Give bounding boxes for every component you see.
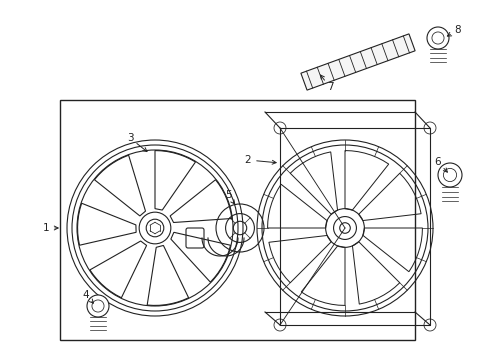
Text: 3: 3	[126, 133, 133, 143]
Text: 8: 8	[454, 25, 460, 35]
Text: 5: 5	[224, 190, 231, 200]
Bar	[60, 100, 414, 340]
Circle shape	[273, 319, 285, 331]
Circle shape	[87, 295, 109, 317]
Text: 6: 6	[434, 157, 440, 167]
Circle shape	[426, 27, 448, 49]
Circle shape	[423, 319, 435, 331]
Text: 7: 7	[326, 82, 333, 92]
Text: 2: 2	[244, 155, 251, 165]
Circle shape	[273, 122, 285, 134]
Circle shape	[423, 122, 435, 134]
Text: 4: 4	[82, 290, 89, 300]
Text: 1: 1	[42, 223, 49, 233]
Polygon shape	[300, 34, 414, 90]
Circle shape	[437, 163, 461, 187]
